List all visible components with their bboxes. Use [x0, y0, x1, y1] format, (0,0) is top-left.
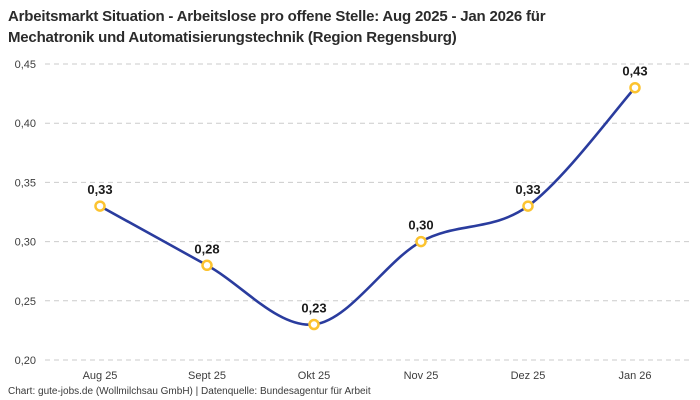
chart-title-line2: Mechatronik und Automatisierungstechnik … [8, 29, 457, 46]
data-point-label: 0,43 [622, 64, 647, 79]
data-point-marker [629, 81, 641, 94]
data-point-label: 0,33 [87, 182, 112, 197]
data-point-label: 0,30 [408, 218, 433, 233]
y-tick-label: 0,25 [15, 296, 36, 308]
data-point-label: 0,28 [194, 241, 219, 256]
chart-title: Arbeitsmarkt Situation - Arbeitslose pro… [8, 6, 692, 48]
x-tick-label: Dez 25 [511, 370, 546, 382]
trend-line [98, 86, 637, 326]
data-point-marker [94, 200, 106, 212]
y-tick-label: 0,35 [15, 177, 36, 189]
x-tick-label: Jan 26 [618, 370, 651, 382]
data-point-label: 0,33 [515, 182, 540, 197]
data-point-marker [308, 318, 320, 331]
chart-title-line1: Arbeitsmarkt Situation - Arbeitslose pro… [8, 8, 546, 25]
y-tick-label: 0,20 [15, 355, 36, 367]
x-tick-label: Okt 25 [298, 370, 330, 382]
y-tick-label: 0,40 [15, 118, 36, 130]
data-point-label: 0,23 [301, 301, 326, 316]
data-point-marker [522, 200, 534, 212]
chart-attribution: Chart: gute-jobs.de (Wollmilchsau GmbH) … [8, 386, 371, 397]
data-point-marker [415, 235, 427, 248]
y-tick-label: 0,45 [15, 59, 36, 71]
x-tick-label: Nov 25 [404, 370, 439, 382]
x-tick-label: Aug 25 [83, 370, 118, 382]
x-tick-label: Sept 25 [188, 370, 226, 382]
y-tick-label: 0,30 [15, 237, 36, 249]
data-point-marker [201, 259, 213, 272]
